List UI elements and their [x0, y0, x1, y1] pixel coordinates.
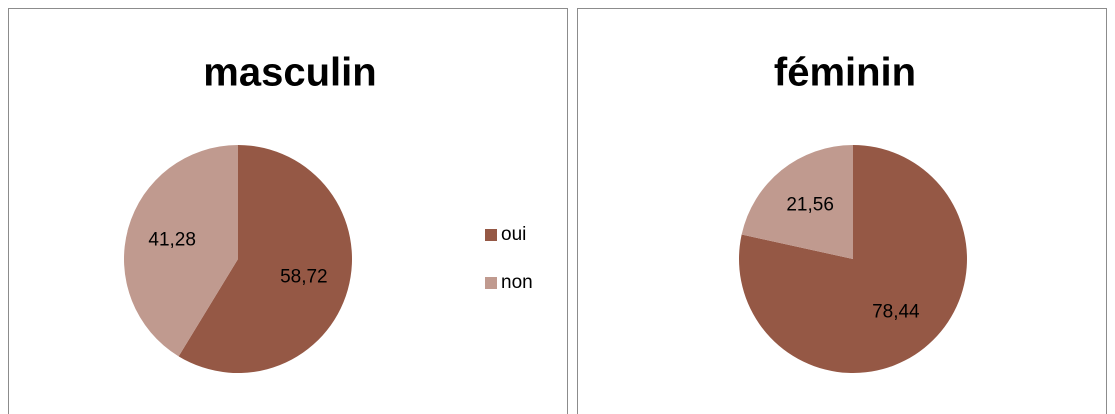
data-label: 21,56: [786, 195, 834, 216]
pie-slice: [178, 145, 352, 374]
legend-swatch: [485, 229, 497, 241]
legend-swatch: [485, 277, 497, 289]
chart-title: féminin: [774, 51, 916, 95]
chart-title: masculin: [203, 51, 376, 95]
pie-slice: [741, 145, 853, 259]
legend-label: non: [501, 272, 533, 293]
data-label: 78,44: [872, 301, 920, 322]
chart-panel: [577, 8, 1107, 414]
legend-label: oui: [501, 224, 526, 245]
pie-slice: [124, 145, 238, 357]
chart-panel: [8, 8, 568, 414]
data-label: 58,72: [280, 267, 328, 288]
data-label: 41,28: [148, 230, 196, 251]
